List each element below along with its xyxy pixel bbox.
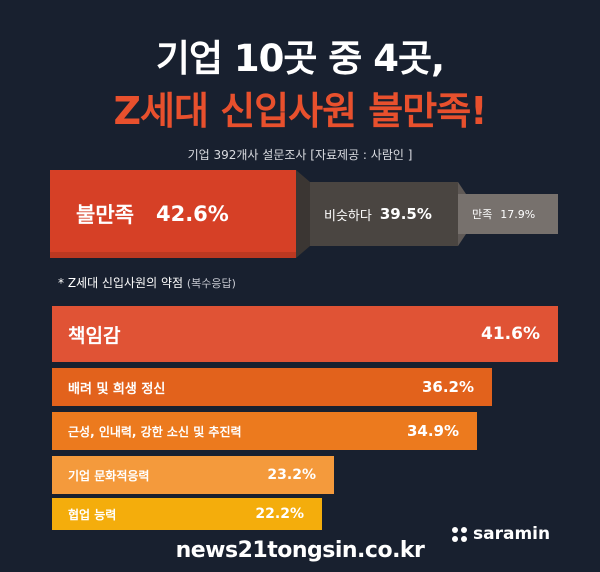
weakness-note: (복수응답)	[186, 277, 236, 290]
saramin-logo: saramin	[452, 524, 550, 544]
weakness-bar-value: 41.6%	[481, 324, 540, 344]
weakness-bar-label: 협업 능력	[68, 507, 117, 522]
similar-bar: 비슷하다 39.5%	[310, 182, 458, 246]
title-line-2: Z세대 신입사원 불만족!	[113, 89, 488, 133]
weakness-bar-label: 책임감	[68, 324, 121, 347]
similar-value: 39.5%	[379, 205, 432, 223]
watermark: news21tongsin.co.kr	[175, 538, 425, 563]
survey-subtitle: 기업 392개사 설문조사 [자료제공 : 사람인 ]	[187, 148, 413, 162]
satisfied-bar: 만족 17.9%	[458, 194, 558, 234]
weakness-bar-label: 배려 및 희생 정신	[68, 381, 166, 397]
weakness-bar: 책임감 41.6%	[52, 306, 558, 362]
weakness-bar: 근성, 인내력, 강한 소신 및 추진력 34.9%	[52, 412, 477, 450]
dissatisfied-bar: 불만족 42.6%	[50, 170, 296, 258]
weakness-bar: 협업 능력 22.2%	[52, 498, 322, 530]
weakness-bar-value: 36.2%	[421, 378, 474, 396]
weakness-title-text: * Z세대 신입사원의 약점	[58, 276, 184, 290]
weakness-bar-value: 22.2%	[255, 506, 304, 522]
satisfied-value: 17.9%	[500, 207, 536, 221]
weakness-bar: 기업 문화적응력 23.2%	[52, 456, 334, 494]
weakness-bar: 배려 및 희생 정신 36.2%	[52, 368, 492, 406]
weakness-chart-title: * Z세대 신입사원의 약점 (복수응답)	[58, 274, 236, 291]
bar-connector	[296, 170, 310, 258]
weakness-bar-value: 23.2%	[267, 467, 316, 483]
saramin-dots-icon	[452, 526, 467, 542]
weakness-bar-value: 34.9%	[406, 422, 459, 440]
dissatisfied-value: 42.6%	[155, 202, 229, 226]
dissatisfied-label: 불만족	[76, 203, 134, 227]
saramin-wordmark: saramin	[473, 524, 551, 544]
weakness-bar-label: 근성, 인내력, 강한 소신 및 추진력	[68, 424, 242, 439]
satisfied-label: 만족	[472, 208, 493, 221]
title-line-1: 기업 10곳 중 4곳,	[155, 37, 445, 80]
similar-label: 비슷하다	[324, 208, 372, 224]
weakness-bar-label: 기업 문화적응력	[68, 468, 150, 483]
